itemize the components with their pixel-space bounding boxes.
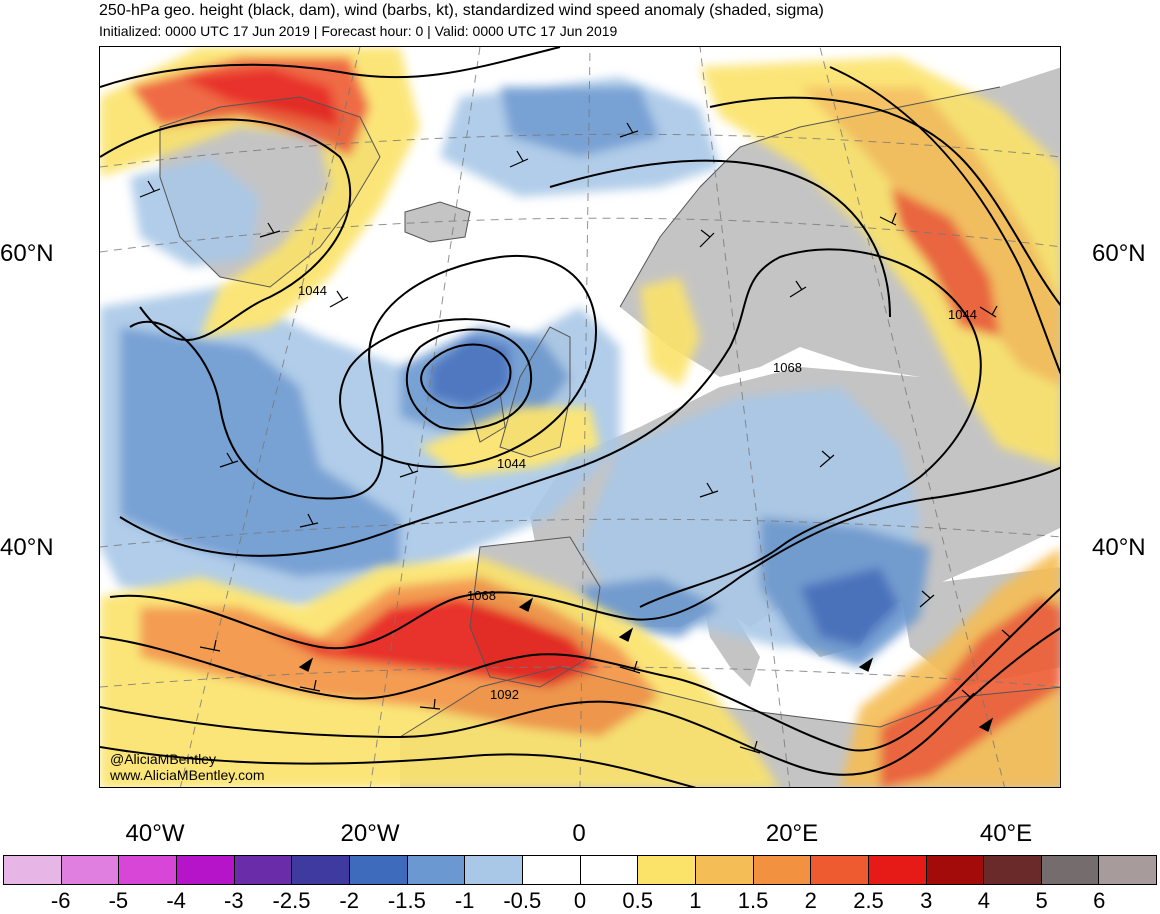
positive-anomaly-southeast-core [880,597,1060,787]
colorbar-tick-label: -2 [339,888,359,913]
positive-anomaly-scandinavia [640,277,700,387]
negative-anomaly-north-core [500,87,660,157]
colorbar-tick-label: 0.5 [622,888,653,913]
colorbar [3,855,1157,885]
contour-label-1044-a: 1044 [298,283,327,298]
colorbar-segment [811,856,869,884]
colorbar-segment [465,856,523,884]
weather-map[interactable]: 1044 1044 1044 1068 1068 1092 [99,46,1061,788]
colorbar-segment [4,856,62,884]
colorbar-tick-label: 4 [977,888,991,913]
map-subtitle: Initialized: 0000 UTC 17 Jun 2019 | Fore… [99,23,618,39]
contour-label-1068-a: 1068 [773,360,802,375]
colorbar-tick-label: 6 [1093,888,1106,913]
positive-anomaly-subtropical-core [260,597,600,687]
colorbar-segment [1041,856,1100,884]
contour-label-1092: 1092 [490,687,519,702]
colorbar-tick-label: -1.5 [387,888,426,913]
negative-anomaly-core [430,337,510,407]
colorbar-tick-label: 1.5 [737,888,769,913]
colorbar-tick-label: -2.5 [272,888,311,913]
colorbar-segment [234,856,293,884]
credit-handle: @AliciaMBentley [110,751,217,767]
colorbar-segment [580,856,639,884]
lon-label-0: 0 [572,820,586,847]
colorbar-tick-label: 5 [1035,888,1048,913]
colorbar-segment [638,856,696,884]
wind-barbs [139,122,1015,754]
lat-label-60n-right: 60°N [1092,240,1146,267]
contour-label-1068-b: 1068 [467,588,496,603]
colorbar-tick-label: -5 [108,888,129,913]
lat-label-40n-left: 40°N [0,534,54,561]
colorbar-segment [522,856,581,884]
map-title: 250-hPa geo. height (black, dam), wind (… [99,2,824,19]
lon-label-20w: 20°W [340,820,400,847]
colorbar-segment [61,856,120,884]
graticule [100,47,1060,787]
colorbar-tick-label: -0.5 [503,888,542,913]
colorbar-segment [984,856,1042,884]
colorbar-segment [868,856,927,884]
contour-label-1044-c: 1044 [948,307,977,322]
colorbar-segment [349,856,408,884]
colorbar-segment [1099,856,1157,884]
negative-anomaly-greece-core [800,567,900,647]
colorbar-tick-label: -4 [166,888,186,913]
colorbar-segment [753,856,812,884]
colorbar-tick-label: 2 [804,888,817,913]
lon-label-40w: 40°W [125,820,185,847]
colorbar-segment [695,856,754,884]
map-canvas: 1044 1044 1044 1068 1068 1092 [100,47,1060,787]
colorbar-tick-label: -3 [224,888,244,913]
colorbar-segment [926,856,985,884]
colorbar-segment [292,856,350,884]
positive-anomaly-greenland-max [180,67,340,127]
colorbar-segment [176,856,235,884]
contour-labels: 1044 1044 1044 1068 1068 1092 [298,283,977,702]
contour-label-1044-b: 1044 [497,456,526,471]
credit-website: www.AliciaMBentley.com [110,767,265,783]
height-contours [100,47,1060,787]
colorbar-tick-label: -1 [454,888,475,913]
colorbar-tick-label: 0 [573,888,587,913]
lon-label-20e: 20°E [765,820,819,847]
colorbar-tick-label: 2.5 [853,888,884,913]
positive-anomaly-east-core [890,187,1000,337]
positive-anomaly-bay-of-biscay [420,407,600,477]
colorbar-segment [119,856,177,884]
lon-label-40e: 40°E [979,820,1033,847]
coastlines [159,86,1060,738]
colorbar-segment [407,856,466,884]
lat-label-60n-left: 60°N [0,240,54,267]
negative-anomaly-atlantic [120,327,400,577]
lat-label-40n-right: 40°N [1092,534,1146,561]
colorbar-tick-label: 3 [920,888,933,913]
colorbar-tick-label: 1 [689,888,702,913]
colorbar-tick-label: -6 [50,888,71,913]
anomaly-shading [100,47,1060,787]
